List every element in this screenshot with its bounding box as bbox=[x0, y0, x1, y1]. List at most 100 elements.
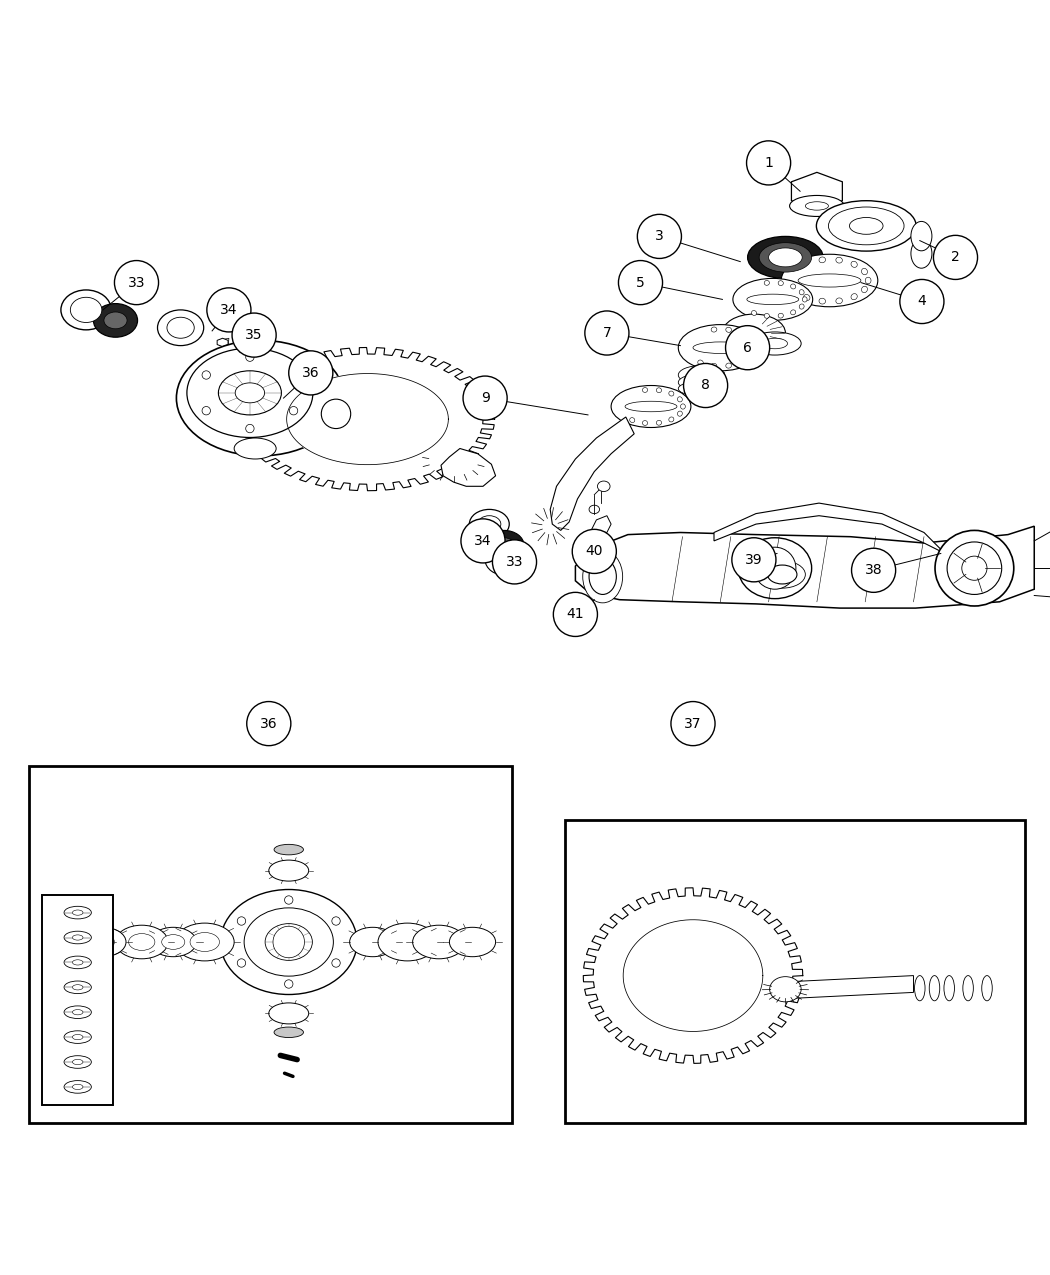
Ellipse shape bbox=[936, 530, 1014, 606]
Ellipse shape bbox=[158, 310, 204, 346]
Ellipse shape bbox=[72, 1034, 83, 1039]
Circle shape bbox=[754, 547, 796, 589]
Ellipse shape bbox=[91, 935, 114, 950]
Circle shape bbox=[232, 314, 276, 357]
Ellipse shape bbox=[72, 1060, 83, 1065]
Ellipse shape bbox=[799, 303, 804, 309]
Ellipse shape bbox=[72, 960, 83, 965]
Ellipse shape bbox=[778, 280, 783, 286]
Ellipse shape bbox=[850, 261, 857, 268]
Ellipse shape bbox=[128, 933, 155, 950]
Polygon shape bbox=[624, 919, 762, 1031]
Ellipse shape bbox=[947, 542, 1002, 594]
Polygon shape bbox=[584, 887, 803, 1063]
Text: 34: 34 bbox=[475, 534, 491, 548]
Ellipse shape bbox=[726, 363, 732, 368]
Ellipse shape bbox=[680, 404, 686, 409]
Ellipse shape bbox=[175, 923, 234, 961]
Ellipse shape bbox=[64, 931, 91, 944]
Ellipse shape bbox=[929, 975, 940, 1001]
Ellipse shape bbox=[72, 1084, 83, 1090]
Ellipse shape bbox=[768, 565, 797, 584]
Ellipse shape bbox=[749, 332, 801, 354]
Ellipse shape bbox=[167, 317, 194, 338]
Ellipse shape bbox=[748, 236, 823, 278]
Circle shape bbox=[747, 140, 791, 185]
Text: 5: 5 bbox=[636, 275, 645, 289]
Circle shape bbox=[618, 260, 663, 305]
Ellipse shape bbox=[963, 975, 973, 1001]
Ellipse shape bbox=[748, 337, 753, 343]
Bar bbox=[29, 765, 512, 1122]
Ellipse shape bbox=[805, 201, 828, 210]
Ellipse shape bbox=[413, 926, 465, 959]
Ellipse shape bbox=[677, 397, 682, 402]
Ellipse shape bbox=[274, 1028, 303, 1038]
Ellipse shape bbox=[770, 977, 801, 1002]
Ellipse shape bbox=[61, 289, 111, 330]
Ellipse shape bbox=[150, 927, 196, 956]
Ellipse shape bbox=[690, 379, 713, 386]
Circle shape bbox=[114, 260, 159, 305]
Circle shape bbox=[202, 371, 210, 379]
Circle shape bbox=[637, 214, 681, 259]
Circle shape bbox=[289, 351, 333, 395]
Ellipse shape bbox=[944, 975, 954, 1001]
Circle shape bbox=[290, 407, 298, 414]
Ellipse shape bbox=[265, 923, 313, 960]
Ellipse shape bbox=[836, 258, 842, 263]
Ellipse shape bbox=[759, 242, 812, 272]
Polygon shape bbox=[792, 172, 842, 210]
Text: 4: 4 bbox=[918, 295, 926, 309]
Ellipse shape bbox=[64, 1081, 91, 1093]
Ellipse shape bbox=[235, 382, 265, 403]
Text: 9: 9 bbox=[481, 391, 489, 405]
Text: 8: 8 bbox=[701, 379, 710, 393]
Ellipse shape bbox=[764, 280, 770, 286]
Circle shape bbox=[247, 701, 291, 746]
Circle shape bbox=[290, 371, 298, 379]
Ellipse shape bbox=[726, 328, 732, 333]
Text: 41: 41 bbox=[567, 607, 584, 621]
Ellipse shape bbox=[778, 314, 783, 317]
Circle shape bbox=[237, 959, 246, 968]
Ellipse shape bbox=[690, 385, 713, 393]
Ellipse shape bbox=[739, 330, 744, 337]
Ellipse shape bbox=[485, 544, 527, 575]
Text: 38: 38 bbox=[865, 564, 882, 578]
Text: 6: 6 bbox=[743, 340, 752, 354]
Ellipse shape bbox=[711, 326, 717, 332]
Ellipse shape bbox=[748, 353, 753, 358]
Ellipse shape bbox=[762, 338, 788, 349]
Text: 33: 33 bbox=[128, 275, 145, 289]
Circle shape bbox=[553, 593, 597, 636]
Circle shape bbox=[332, 917, 340, 926]
Ellipse shape bbox=[817, 200, 916, 251]
Text: 2: 2 bbox=[951, 250, 960, 264]
Ellipse shape bbox=[669, 417, 674, 422]
Text: 39: 39 bbox=[746, 553, 762, 567]
Ellipse shape bbox=[861, 268, 867, 275]
Ellipse shape bbox=[162, 935, 185, 950]
Circle shape bbox=[684, 363, 728, 408]
Ellipse shape bbox=[819, 258, 825, 263]
Ellipse shape bbox=[799, 289, 804, 295]
Ellipse shape bbox=[64, 1006, 91, 1019]
Polygon shape bbox=[591, 515, 611, 533]
Ellipse shape bbox=[693, 342, 748, 353]
Ellipse shape bbox=[678, 381, 724, 397]
Ellipse shape bbox=[478, 515, 501, 533]
Ellipse shape bbox=[72, 1010, 83, 1015]
Polygon shape bbox=[240, 348, 495, 491]
Ellipse shape bbox=[643, 421, 648, 426]
Ellipse shape bbox=[690, 370, 713, 380]
Ellipse shape bbox=[625, 402, 677, 412]
Ellipse shape bbox=[803, 295, 810, 301]
Ellipse shape bbox=[72, 935, 83, 940]
Ellipse shape bbox=[850, 293, 857, 300]
Text: 35: 35 bbox=[246, 328, 262, 342]
Ellipse shape bbox=[589, 558, 616, 594]
Polygon shape bbox=[550, 417, 634, 530]
Ellipse shape bbox=[764, 314, 770, 319]
Ellipse shape bbox=[791, 310, 796, 315]
